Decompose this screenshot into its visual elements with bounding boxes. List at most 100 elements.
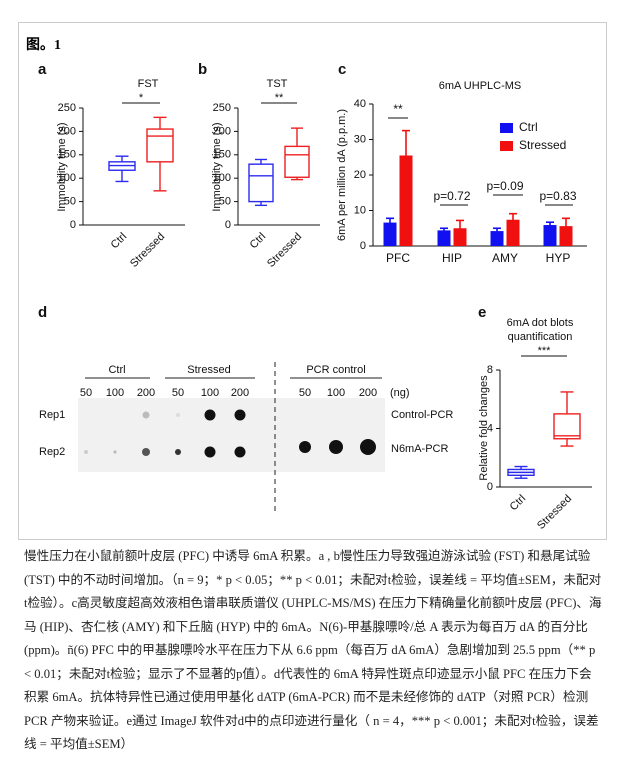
amount-label: 200 — [137, 387, 155, 399]
chart-title: quantification — [508, 331, 573, 343]
row-note: N6mA-PCR — [391, 443, 449, 455]
x-tick-label: HYP — [546, 251, 571, 265]
y-tick-label: 0 — [70, 219, 76, 231]
blot-dot — [84, 450, 88, 454]
y-tick-label: 4 — [487, 422, 493, 434]
x-tick-label: Stressed — [128, 231, 167, 270]
x-tick-label: PFC — [386, 251, 410, 265]
amount-label: 100 — [201, 387, 219, 399]
box — [553, 413, 581, 440]
y-tick-label: 30 — [354, 133, 366, 145]
amount-label: 100 — [106, 387, 124, 399]
blot-dot — [175, 449, 181, 455]
x-tick-label: Stressed — [535, 493, 574, 532]
x-tick-label: HIP — [442, 251, 462, 265]
figure-frame — [18, 22, 607, 540]
chart-title: FST — [138, 78, 159, 90]
amount-label: 50 — [80, 387, 92, 399]
blot-dot — [234, 446, 246, 458]
significance: * — [139, 92, 144, 104]
blot-dot — [234, 409, 246, 421]
amount-label: 50 — [299, 387, 311, 399]
figure-label: 图。1 — [26, 38, 61, 53]
panel-letter: a — [38, 61, 47, 78]
x-tick-label: Ctrl — [508, 493, 529, 514]
significance: *** — [538, 345, 552, 357]
y-tick-label: 150 — [213, 149, 231, 161]
bar — [490, 231, 504, 246]
box — [146, 128, 174, 163]
annotation: p=0.83 — [539, 189, 576, 203]
y-tick-label: 0 — [487, 481, 493, 493]
group-label: PCR control — [306, 364, 365, 376]
blot-dot — [142, 448, 150, 456]
x-tick-label: Ctrl — [109, 231, 130, 252]
panel-letter: d — [38, 304, 47, 321]
legend-label: Stressed — [519, 138, 566, 152]
blot-dot — [329, 440, 343, 454]
y-tick-label: 250 — [213, 102, 231, 114]
annotation: p=0.72 — [433, 189, 470, 203]
y-tick-label: 150 — [58, 149, 76, 161]
y-tick-label: 40 — [354, 98, 366, 110]
row-label: Rep2 — [39, 446, 65, 458]
y-tick-label: 10 — [354, 204, 366, 216]
chart-title: TST — [267, 78, 288, 90]
bar — [559, 226, 573, 246]
amount-label: 200 — [359, 387, 377, 399]
y-tick-label: 20 — [354, 169, 366, 181]
amount-label: 100 — [327, 387, 345, 399]
blot-dot — [176, 413, 180, 417]
legend-swatch — [500, 123, 513, 133]
bar — [453, 228, 467, 246]
row-note: Control-PCR — [391, 409, 453, 421]
y-axis-label: Immobility time (s) — [211, 122, 223, 211]
chart-title: 6mA dot blots — [507, 317, 574, 329]
y-axis-label: Relative fold changes — [478, 375, 490, 481]
bar — [399, 155, 413, 246]
x-tick-label: Stressed — [265, 231, 304, 270]
blot-dot — [113, 450, 117, 454]
y-tick-label: 50 — [64, 196, 76, 208]
y-tick-label: 0 — [225, 219, 231, 231]
y-tick-label: 250 — [58, 102, 76, 114]
y-tick-label: 200 — [58, 125, 76, 137]
group-label: Stressed — [187, 364, 230, 376]
panel-letter: b — [198, 61, 207, 78]
row-label: Rep1 — [39, 409, 65, 421]
unit-label: (ng) — [390, 387, 410, 399]
box — [284, 145, 310, 178]
y-tick-label: 50 — [219, 196, 231, 208]
bar — [383, 222, 397, 246]
y-tick-label: 100 — [213, 172, 231, 184]
bar — [543, 225, 557, 246]
x-tick-label: AMY — [492, 251, 518, 265]
blot-dot — [360, 439, 376, 455]
y-tick-label: 100 — [58, 172, 76, 184]
bar — [506, 219, 520, 246]
blot-dot — [204, 446, 216, 458]
panel-letter: c — [338, 61, 346, 78]
annotation: p=0.09 — [486, 179, 523, 193]
blot-membrane — [78, 398, 385, 472]
legend-label: Ctrl — [519, 120, 538, 134]
y-axis-label: 6mA per million dA (p.p.m.) — [336, 109, 348, 241]
y-tick-label: 0 — [360, 240, 366, 252]
blot-dot — [142, 411, 150, 419]
bar — [437, 230, 451, 246]
amount-label: 200 — [231, 387, 249, 399]
x-tick-label: Ctrl — [248, 231, 269, 252]
y-tick-label: 8 — [487, 364, 493, 376]
box — [248, 163, 274, 203]
y-tick-label: 200 — [213, 125, 231, 137]
panel-letter: e — [478, 304, 486, 321]
amount-label: 50 — [172, 387, 184, 399]
blot-dot — [299, 441, 311, 453]
chart-title: 6mA UHPLC-MS — [439, 80, 522, 92]
group-label: Ctrl — [108, 364, 125, 376]
significance: ** — [275, 92, 284, 104]
annotation: ** — [393, 102, 403, 116]
caption: 慢性压力在小鼠前额叶皮层 (PFC) 中诱导 6mA 积累。a , b慢性压力导… — [24, 549, 602, 751]
